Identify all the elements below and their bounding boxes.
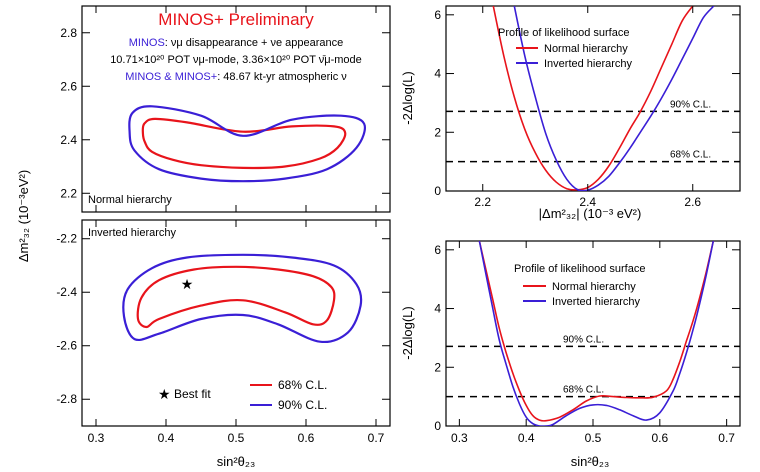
dm2-y-tick-label: 0 — [434, 184, 441, 198]
inverted-y-tick-label: -2.8 — [56, 392, 77, 406]
theta-series-normal — [478, 241, 715, 422]
bottom-legend-normal-label: Normal hierarchy — [552, 281, 636, 293]
legend-68-label: 68% C.L. — [278, 378, 327, 392]
top-profile-legend-title: Profile of likelihood surface — [498, 27, 629, 39]
dm2-y-tick-label: 4 — [434, 67, 441, 81]
best-fit-legend-marker: ★ — [158, 386, 171, 402]
header-line-3-label: MINOS & MINOS+ — [125, 71, 217, 83]
dm2-series-inverted — [513, 6, 715, 191]
top-cl68-label: 68% C.L. — [670, 150, 711, 161]
bottom-cl68-label: 68% C.L. — [563, 385, 604, 396]
panel-inverted-frame — [81, 219, 391, 427]
header-line-3: MINOS & MINOS+: 48.67 kt-yr atmospheric … — [125, 71, 347, 83]
top-cl90-label: 90% C.L. — [670, 99, 711, 110]
theta-series-inverted — [478, 241, 715, 426]
chart-title: MINOS+ Preliminary — [158, 10, 314, 29]
theta-x-tick-label: 0.5 — [585, 431, 602, 445]
header-line-3-text: : 48.67 kt-yr atmospheric ν — [217, 71, 347, 83]
header-line-2: 10.71×10²⁰ POT νμ-mode, 3.36×10²⁰ POT ν̄… — [110, 54, 362, 66]
left-x-tick-label: 0.6 — [298, 431, 315, 445]
left-x-axis-label: sin²θ₂₃ — [217, 454, 256, 469]
left-y-axis-label: Δm²₃₂ (10⁻³eV²) — [16, 170, 31, 262]
normal-y-tick-label: 2.8 — [60, 26, 77, 40]
bottom-profile-legend-title: Profile of likelihood surface — [514, 263, 645, 275]
left-x-tick-label: 0.7 — [368, 431, 385, 445]
header-line-1-text: : νμ disappearance + νe appearance — [165, 37, 344, 49]
theta-y-tick-label: 0 — [434, 419, 441, 433]
dm2-x-tick-label: 2.4 — [579, 195, 596, 209]
dm2-y-tick-label: 6 — [434, 8, 441, 22]
theta-x-tick-label: 0.4 — [518, 431, 535, 445]
theta-x-tick-label: 0.7 — [718, 431, 735, 445]
normal-contour-68 — [141, 117, 347, 170]
normal-contour-90 — [128, 105, 366, 183]
dm2-x-tick-label: 2.2 — [474, 195, 491, 209]
normal-y-tick-label: 2.4 — [60, 133, 77, 147]
left-x-tick-label: 0.5 — [228, 431, 245, 445]
inverted-contour-68 — [136, 265, 336, 329]
bottom-cl90-label: 90% C.L. — [563, 334, 604, 345]
dm2-y-tick-label: 2 — [434, 125, 441, 139]
normal-y-tick-label: 2.6 — [60, 79, 77, 93]
theta-y-tick-label: 4 — [434, 302, 441, 316]
left-x-tick-label: 0.4 — [158, 431, 175, 445]
best-fit-legend-label: Best fit — [174, 387, 211, 401]
top-right-x-axis-label: |Δm²₃₂| (10⁻³ eV²) — [539, 206, 642, 221]
inverted-hierarchy-label: Inverted hierarchy — [88, 227, 177, 239]
bottom-legend-inverted-label: Inverted hierarchy — [552, 296, 641, 308]
normal-y-tick-label: 2.2 — [60, 186, 77, 200]
bottom-right-x-axis-label: sin²θ₂₃ — [571, 454, 610, 469]
inverted-y-tick-label: -2.2 — [56, 232, 77, 246]
inverted-y-tick-label: -2.4 — [56, 285, 77, 299]
dm2-series-normal — [492, 6, 694, 191]
top-legend-normal-label: Normal hierarchy — [544, 43, 628, 55]
inverted-contour-90 — [122, 253, 363, 344]
inverted-best-fit-star: ★ — [181, 276, 194, 292]
theta-x-tick-label: 0.3 — [451, 431, 468, 445]
legend-90-label: 90% C.L. — [278, 398, 327, 412]
dm2-profile-curves — [446, 6, 740, 191]
header-line-1: MINOS: νμ disappearance + νe appearance — [129, 37, 344, 49]
normal-contours — [128, 105, 366, 183]
bottom-right-y-axis-label: -2Δlog(L) — [400, 306, 415, 359]
top-legend-inverted-label: Inverted hierarchy — [544, 58, 633, 70]
left-x-tick-label: 0.3 — [88, 431, 105, 445]
inverted-y-tick-label: -2.6 — [56, 339, 77, 353]
theta-profile-curves — [446, 241, 740, 426]
top-right-y-axis-label: -2Δlog(L) — [400, 71, 415, 124]
theta-x-tick-label: 0.6 — [651, 431, 668, 445]
dm2-x-tick-label: 2.6 — [684, 195, 701, 209]
normal-hierarchy-label: Normal hierarchy — [88, 194, 172, 206]
header-line-1-label: MINOS — [129, 37, 165, 49]
inverted-contours — [122, 253, 363, 344]
theta-y-tick-label: 6 — [434, 243, 441, 257]
theta-y-tick-label: 2 — [434, 360, 441, 374]
panel-dm2-profile-frame — [445, 5, 741, 192]
